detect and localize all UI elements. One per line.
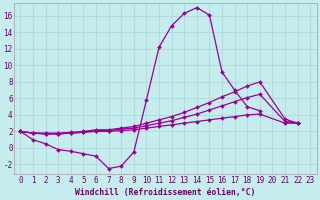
X-axis label: Windchill (Refroidissement éolien,°C): Windchill (Refroidissement éolien,°C) [75,188,255,197]
